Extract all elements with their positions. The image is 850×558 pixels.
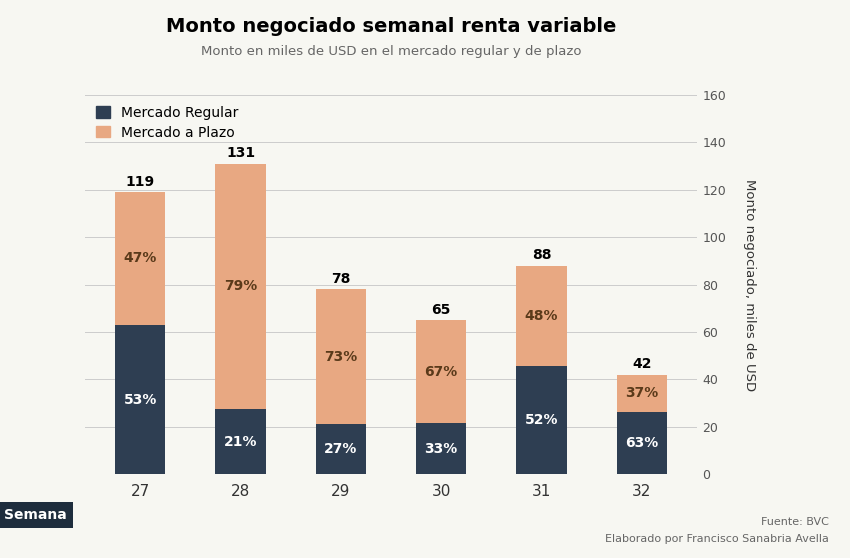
Bar: [517, 366, 567, 474]
Bar: [416, 424, 467, 474]
Text: 79%: 79%: [224, 280, 258, 294]
Text: 42: 42: [632, 357, 652, 371]
Text: 63%: 63%: [626, 436, 659, 450]
Legend: Mercado Regular, Mercado a Plazo: Mercado Regular, Mercado a Plazo: [92, 102, 242, 144]
Text: Elaborado por Francisco Sanabria Avella: Elaborado por Francisco Sanabria Avella: [605, 534, 829, 544]
Text: 131: 131: [226, 146, 255, 160]
Text: Semana: Semana: [4, 508, 67, 522]
Bar: [115, 325, 165, 474]
Y-axis label: Monto negociado, miles de USD: Monto negociado, miles de USD: [743, 179, 756, 391]
Text: 48%: 48%: [524, 309, 558, 323]
Bar: [215, 163, 265, 409]
Bar: [215, 409, 265, 474]
Bar: [517, 266, 567, 366]
Text: 37%: 37%: [626, 386, 659, 400]
Text: 88: 88: [532, 248, 552, 262]
Bar: [617, 412, 667, 474]
Text: 65: 65: [432, 302, 450, 316]
Text: Monto en miles de USD en el mercado regular y de plazo: Monto en miles de USD en el mercado regu…: [201, 45, 581, 57]
Text: 78: 78: [332, 272, 350, 286]
Bar: [416, 320, 467, 424]
Bar: [115, 192, 165, 325]
Text: 73%: 73%: [324, 350, 358, 364]
Text: Fuente: BVC: Fuente: BVC: [761, 517, 829, 527]
Bar: [315, 424, 366, 474]
Text: 119: 119: [126, 175, 155, 189]
Text: Monto negociado semanal renta variable: Monto negociado semanal renta variable: [166, 17, 616, 36]
Bar: [617, 375, 667, 412]
Text: 52%: 52%: [524, 413, 558, 427]
Text: 47%: 47%: [123, 252, 157, 266]
Text: 67%: 67%: [424, 365, 458, 379]
Text: 53%: 53%: [123, 392, 157, 407]
Text: 33%: 33%: [424, 442, 458, 456]
Text: 27%: 27%: [324, 442, 358, 456]
Text: 21%: 21%: [224, 435, 258, 449]
Bar: [315, 289, 366, 424]
